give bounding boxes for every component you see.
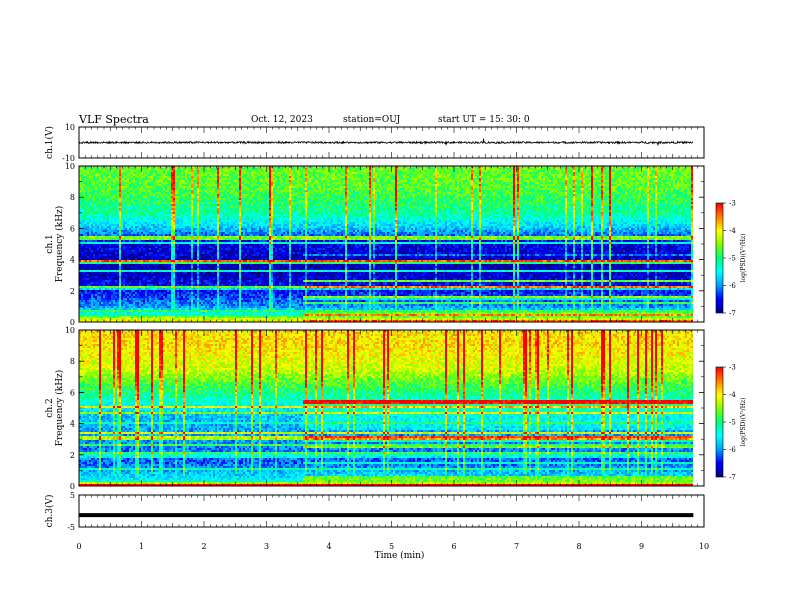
xtick-label: 6 bbox=[451, 542, 456, 551]
waveform-ch1-ytick-label: 10 bbox=[65, 123, 75, 132]
spectrogram-ch2-colorbar-tick: -3 bbox=[729, 364, 736, 372]
xtick-label: 5 bbox=[389, 542, 394, 551]
spectrogram-ch1-ytick-label: 0 bbox=[70, 318, 75, 327]
spectrogram-ch2-ytick-label: 0 bbox=[70, 482, 75, 491]
xtick-label: 2 bbox=[201, 542, 206, 551]
spectrogram-ch1-colorbar-tick: -3 bbox=[729, 200, 736, 208]
spectrogram-ch2-colorbar-tick: -4 bbox=[729, 391, 736, 399]
xtick-label: 10 bbox=[699, 542, 709, 551]
spectrogram-ch2-colorbar-tick: -5 bbox=[729, 419, 736, 427]
spectrogram-ch2-ytick-label: 2 bbox=[70, 451, 75, 460]
figure-title: VLF Spectra bbox=[79, 113, 149, 126]
spectrogram-ch1-colorbar-tick: -4 bbox=[729, 227, 736, 235]
spectrogram-ch2-ytick-label: 10 bbox=[65, 326, 75, 335]
spectrogram-ch2-ytick-label: 6 bbox=[70, 388, 75, 397]
spectrogram-ch2-ytick-label: 4 bbox=[70, 420, 75, 429]
xtick-label: 4 bbox=[326, 542, 331, 551]
spectrogram-ch1-colorbar bbox=[716, 203, 723, 313]
waveform-ch1-ylabel: ch.1(V) bbox=[44, 126, 55, 159]
spectrogram-ch2-ytick-label: 8 bbox=[70, 357, 75, 366]
waveform-ch3-ytick-label: 5 bbox=[70, 491, 75, 500]
spectrogram-ch1-colorbar-tick: -6 bbox=[729, 282, 736, 290]
waveform-ch3-ytick-label: -5 bbox=[67, 523, 75, 532]
spectrogram-ch2-ylabel: Frequency (kHz) bbox=[54, 370, 65, 447]
start-time-label: start UT = 15: 30: 0 bbox=[438, 115, 530, 125]
spectrogram-ch2-colorbar-label: log(PSD)(V²/Hz) bbox=[740, 398, 747, 447]
spectrogram-ch1-colorbar-tick: -5 bbox=[729, 255, 736, 263]
spectrogram-ch1-ytick-label: 4 bbox=[70, 256, 75, 265]
xtick-label: 1 bbox=[139, 542, 144, 551]
waveform-ch3-ylabel: ch.3(V) bbox=[44, 495, 55, 528]
xtick-label: 9 bbox=[639, 542, 644, 551]
xtick-label: 8 bbox=[576, 542, 581, 551]
spectrogram-ch2-ylabel: ch.2 bbox=[45, 398, 55, 417]
xtick-label: 7 bbox=[514, 542, 519, 551]
ch1-waveform-trace bbox=[78, 138, 694, 146]
spectrogram-ch1-image bbox=[79, 166, 693, 322]
x-axis-label: Time (min) bbox=[375, 550, 425, 561]
spectrogram-ch1-ytick-label: 6 bbox=[70, 224, 75, 233]
waveform-ch1-ytick-label: -10 bbox=[62, 154, 75, 163]
spectrogram-ch1-ytick-label: 8 bbox=[70, 193, 75, 202]
spectrogram-ch1-ytick-label: 10 bbox=[65, 162, 75, 171]
date-label: Oct. 12, 2023 bbox=[251, 115, 313, 125]
spectrogram-ch2-colorbar-tick: -7 bbox=[729, 474, 736, 482]
xtick-label: 3 bbox=[264, 542, 269, 551]
spectrogram-ch1-colorbar-label: log(PSD)(V²/Hz) bbox=[740, 234, 747, 283]
spectrogram-ch2-colorbar-tick: -6 bbox=[729, 446, 736, 454]
spectrogram-ch1-colorbar-tick: -7 bbox=[729, 310, 736, 318]
xtick-label: 0 bbox=[76, 542, 81, 551]
station-label: station=OUJ bbox=[343, 115, 401, 125]
spectrogram-ch2-image bbox=[79, 330, 693, 486]
spectrogram-ch1-ytick-label: 2 bbox=[70, 287, 75, 296]
spectrogram-ch2-colorbar bbox=[716, 367, 723, 477]
spectrogram-ch1-ylabel: ch.1 bbox=[45, 234, 55, 253]
spectrogram-ch1-ylabel: Frequency (kHz) bbox=[54, 206, 65, 283]
